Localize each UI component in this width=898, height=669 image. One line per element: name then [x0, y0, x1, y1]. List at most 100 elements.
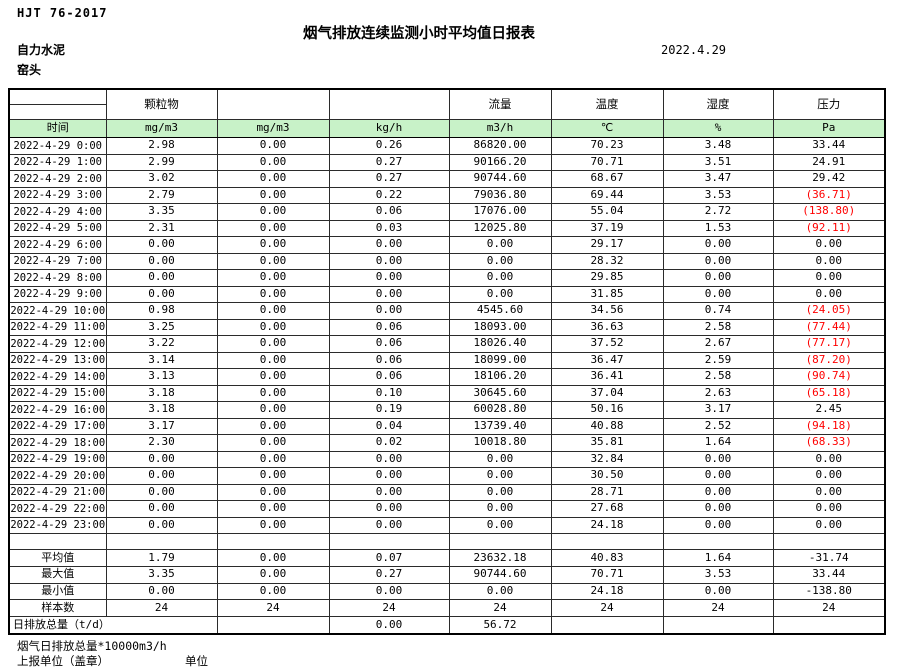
- value-cell: 0.00: [662, 450, 774, 468]
- data-row: 2022-4-29 0:00 2.98 0.00 0.26 86820.00 70.23 3…: [8, 137, 886, 155]
- data-row: 2022-4-29 8:00 0.00 0.00 0.00 0.00 29.85 0.00 0…: [8, 269, 886, 287]
- value-cell: 0.00: [328, 500, 450, 518]
- value-cell: 0.00: [448, 236, 552, 254]
- summary-value-cell: 40.83: [550, 549, 664, 567]
- summary-value-cell: 0.00: [216, 565, 330, 584]
- value-cell: 0.06: [328, 351, 450, 369]
- value-cell: 0.00: [216, 335, 330, 353]
- time-cell: 2022-4-29 2:00: [8, 170, 107, 188]
- summary-value-cell: 24: [772, 599, 886, 618]
- value-cell: 0.00: [105, 252, 218, 270]
- daily-total-cell: 0.00: [328, 616, 450, 635]
- data-row: 2022-4-29 15:00 3.18 0.00 0.10 30645.60 37.04…: [8, 384, 886, 402]
- summary-row: 样本数 24 24 24 24 24 24 24: [8, 599, 886, 618]
- value-cell: 2.59: [662, 351, 774, 369]
- data-row: 2022-4-29 23:00 0.00 0.00 0.00 0.00 24.18 0.00…: [8, 516, 886, 534]
- value-cell: 2.31: [105, 219, 218, 237]
- summary-value-cell: 0.00: [216, 582, 330, 601]
- value-cell: 0.00: [662, 516, 774, 534]
- value-cell: 1.53: [662, 219, 774, 237]
- time-cell: 2022-4-29 15:00: [8, 384, 107, 402]
- value-cell: 2.58: [662, 318, 774, 336]
- value-cell: 68.67: [550, 170, 664, 188]
- summary-value-cell: 1.64: [662, 549, 774, 567]
- data-row: 2022-4-29 13:00 3.14 0.00 0.06 18099.00 36.47…: [8, 351, 886, 369]
- summary-label: 平均值: [8, 549, 107, 567]
- standard-code: HJT 76-2017: [17, 6, 108, 20]
- time-cell: 2022-4-29 7:00: [8, 252, 107, 270]
- summary-row: 最小值 0.00 0.00 0.00 0.00 24.18 0.00 -138.80: [8, 582, 886, 601]
- summary-label: 最大值: [8, 565, 107, 584]
- value-cell: 0.00: [448, 500, 552, 518]
- value-cell: 0.00: [448, 467, 552, 485]
- daily-total-cell: [772, 616, 886, 635]
- company-name: 自力水泥: [17, 43, 66, 57]
- value-cell: (24.05): [772, 302, 886, 320]
- time-cell: 2022-4-29 19:00: [8, 450, 107, 468]
- spacer-cell: [8, 533, 107, 550]
- value-cell: 0.00: [105, 500, 218, 518]
- value-cell: 0.74: [662, 302, 774, 320]
- value-cell: 35.81: [550, 434, 664, 452]
- data-row: 2022-4-29 3:00 2.79 0.00 0.22 79036.80 69.44 3…: [8, 186, 886, 204]
- summary-value-cell: 1.79: [105, 549, 218, 567]
- value-cell: 90744.60: [448, 170, 552, 188]
- value-cell: 0.00: [105, 467, 218, 485]
- value-cell: 0.10: [328, 384, 450, 402]
- value-cell: 69.44: [550, 186, 664, 204]
- time-cell: 2022-4-29 9:00: [8, 285, 107, 303]
- time-cell: 2022-4-29 3:00: [8, 186, 107, 204]
- value-cell: 40.88: [550, 417, 664, 435]
- report-unit-label: 上报单位（盖章）: [17, 654, 109, 668]
- value-cell: 86820.00: [448, 137, 552, 155]
- value-cell: 2.58: [662, 368, 774, 386]
- value-cell: 0.00: [216, 153, 330, 171]
- group-header-cell: 颗粒物: [105, 88, 218, 120]
- summary-row: 最大值 3.35 0.00 0.27 90744.60 70.71 3.53 33.44: [8, 565, 886, 584]
- data-row: 2022-4-29 19:00 0.00 0.00 0.00 0.00 32.84 0.00…: [8, 450, 886, 468]
- summary-value-cell: 0.27: [328, 565, 450, 584]
- value-cell: 0.19: [328, 401, 450, 419]
- unit-header-cell: mg/m3: [105, 119, 218, 138]
- time-cell: 2022-4-29 16:00: [8, 401, 107, 419]
- value-cell: 0.00: [328, 302, 450, 320]
- time-cell: 2022-4-29 8:00: [8, 269, 107, 287]
- value-cell: 50.16: [550, 401, 664, 419]
- value-cell: 0.00: [328, 467, 450, 485]
- unit-header-cell: ℃: [550, 119, 664, 138]
- value-cell: 0.00: [216, 434, 330, 452]
- summary-value-cell: 24: [328, 599, 450, 618]
- value-cell: 2.63: [662, 384, 774, 402]
- value-cell: 3.17: [105, 417, 218, 435]
- value-cell: 27.68: [550, 500, 664, 518]
- value-cell: 2.52: [662, 417, 774, 435]
- value-cell: 3.13: [105, 368, 218, 386]
- value-cell: 0.00: [216, 252, 330, 270]
- data-row: 2022-4-29 14:00 3.13 0.00 0.06 18106.20 36.41…: [8, 368, 886, 386]
- value-cell: 36.63: [550, 318, 664, 336]
- value-cell: (65.18): [772, 384, 886, 402]
- value-cell: 1.64: [662, 434, 774, 452]
- value-cell: 0.04: [328, 417, 450, 435]
- corner-cell-top: [8, 88, 107, 105]
- value-cell: 0.00: [772, 483, 886, 501]
- value-cell: 0.00: [448, 450, 552, 468]
- value-cell: 32.84: [550, 450, 664, 468]
- spacer-cell: [216, 533, 330, 550]
- value-cell: 0.27: [328, 170, 450, 188]
- value-cell: 0.00: [216, 483, 330, 501]
- value-cell: 28.71: [550, 483, 664, 501]
- daily-total-row: 日排放总量（t/d） 0.00 56.72: [8, 616, 886, 635]
- value-cell: (77.44): [772, 318, 886, 336]
- summary-label: 最小值: [8, 582, 107, 601]
- data-row: 2022-4-29 22:00 0.00 0.00 0.00 0.00 27.68 0.00…: [8, 500, 886, 518]
- summary-value-cell: 24: [448, 599, 552, 618]
- value-cell: 2.72: [662, 203, 774, 221]
- value-cell: (92.11): [772, 219, 886, 237]
- value-cell: 0.00: [105, 236, 218, 254]
- value-cell: 0.00: [662, 236, 774, 254]
- value-cell: 0.00: [216, 219, 330, 237]
- report-date: 2022.4.29: [661, 43, 727, 57]
- value-cell: 30645.60: [448, 384, 552, 402]
- summary-value-cell: 0.07: [328, 549, 450, 567]
